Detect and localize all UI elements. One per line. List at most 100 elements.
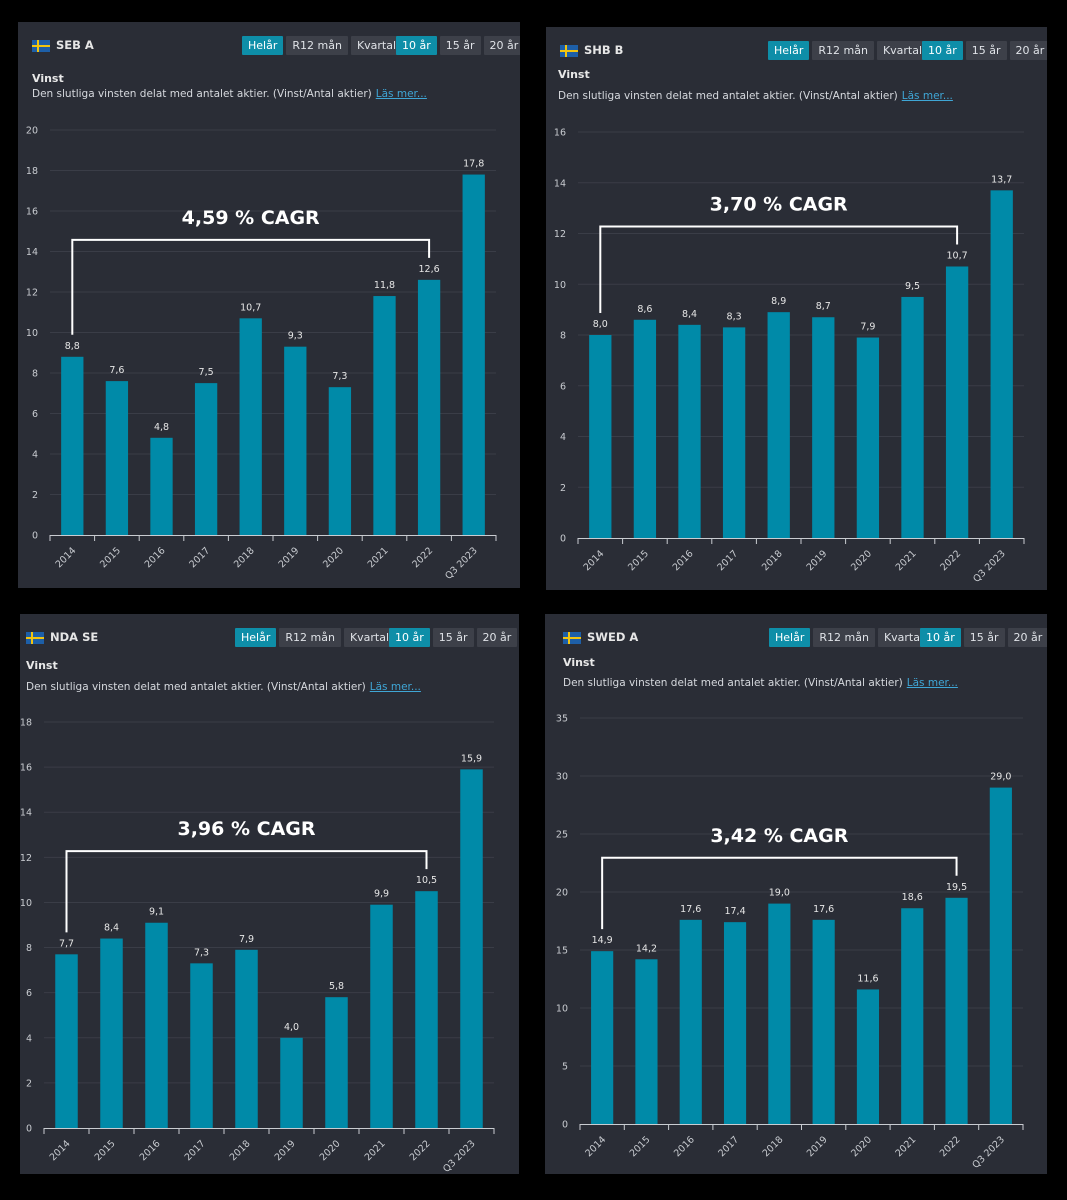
- range-button-20[interactable]: 20 år: [483, 36, 520, 55]
- bar-value-label: 8,8: [65, 341, 80, 352]
- range-button-20[interactable]: 20 år: [476, 628, 518, 647]
- x-tick-label: 2014: [582, 548, 607, 573]
- y-tick-label: 10: [556, 1004, 568, 1015]
- bar-value-label: 29,0: [990, 772, 1011, 783]
- period-button-kvartal[interactable]: Kvartal: [877, 628, 930, 647]
- bar-2022[interactable]: [415, 891, 438, 1128]
- y-tick-label: 0: [562, 1120, 568, 1131]
- period-button-r12[interactable]: R12 mån: [286, 36, 348, 55]
- period-button-helar[interactable]: Helår: [235, 628, 277, 647]
- range-button-10[interactable]: 10 år: [920, 628, 961, 647]
- range-button-20[interactable]: 20 år: [1007, 628, 1047, 647]
- period-button-r12[interactable]: R12 mån: [812, 41, 874, 60]
- range-button-20[interactable]: 20 år: [1009, 41, 1047, 60]
- bar-value-label: 8,3: [727, 311, 742, 322]
- bar-value-label: 18,6: [902, 892, 923, 903]
- x-tick-label: 2016: [143, 545, 168, 570]
- bar-value-label: 19,5: [946, 882, 967, 893]
- bar-2014[interactable]: [591, 951, 614, 1124]
- bar-2016[interactable]: [678, 324, 701, 538]
- bar-2021[interactable]: [373, 296, 396, 535]
- bar-2014[interactable]: [55, 954, 78, 1128]
- bar-2021[interactable]: [901, 296, 924, 538]
- period-button-helar[interactable]: Helår: [769, 628, 811, 647]
- read-more-link[interactable]: Läs mer...: [375, 88, 427, 100]
- cagr-annotation: 3,96 % CAGR: [177, 818, 315, 840]
- bar-2021[interactable]: [901, 908, 924, 1124]
- range-buttons: 10 år 15 år 20 år: [396, 36, 520, 55]
- x-tick-label: 2015: [626, 548, 651, 573]
- chart-panel-seb: SEB A Helår R12 mån Kvartal 10 år 15 år …: [18, 22, 520, 588]
- x-tick-label: 2022: [408, 1138, 433, 1163]
- bar-2019[interactable]: [812, 919, 835, 1124]
- bar-2020[interactable]: [325, 997, 348, 1128]
- range-button-15[interactable]: 15 år: [432, 628, 474, 647]
- bar-2017[interactable]: [194, 383, 218, 535]
- bar-2015[interactable]: [633, 319, 657, 538]
- bar-2022[interactable]: [417, 279, 441, 535]
- period-button-kvartal[interactable]: Kvartal: [876, 41, 929, 60]
- bar-q3-2023[interactable]: [462, 174, 485, 536]
- bar-2019[interactable]: [284, 346, 307, 535]
- bar-2020[interactable]: [856, 337, 880, 538]
- bar-2017[interactable]: [190, 963, 213, 1128]
- range-button-15[interactable]: 15 år: [439, 36, 481, 55]
- bar-q3-2023[interactable]: [990, 190, 1013, 539]
- bar-2017[interactable]: [722, 327, 746, 538]
- period-button-helar[interactable]: Helår: [768, 41, 810, 60]
- bar-value-label: 8,0: [593, 319, 608, 330]
- period-button-r12[interactable]: R12 mån: [813, 628, 875, 647]
- bar-2016[interactable]: [679, 919, 702, 1124]
- bar-value-label: 10,7: [240, 302, 261, 313]
- bar-2020[interactable]: [856, 989, 880, 1124]
- bar-2020[interactable]: [328, 387, 352, 535]
- range-button-10[interactable]: 10 år: [389, 628, 430, 647]
- bar-2022[interactable]: [945, 897, 968, 1124]
- read-more-link[interactable]: Läs mer...: [901, 90, 953, 102]
- range-button-10[interactable]: 10 år: [922, 41, 963, 60]
- bar-2017[interactable]: [723, 922, 747, 1124]
- bar-value-label: 9,5: [905, 281, 920, 292]
- bar-2018[interactable]: [767, 312, 790, 538]
- bar-2016[interactable]: [150, 437, 173, 535]
- read-more-link[interactable]: Läs mer...: [369, 681, 421, 693]
- bar-2018[interactable]: [239, 318, 262, 535]
- x-tick-label: 2020: [321, 545, 346, 570]
- ticker-name: SWED A: [587, 630, 639, 644]
- bar-2019[interactable]: [280, 1037, 303, 1128]
- y-tick-label: 8: [560, 331, 566, 342]
- bar-2015[interactable]: [100, 938, 123, 1128]
- x-tick-label: 2017: [716, 1134, 741, 1159]
- bar-q3-2023[interactable]: [989, 787, 1012, 1124]
- bar-value-label: 17,6: [813, 904, 834, 915]
- bar-2014[interactable]: [589, 335, 612, 538]
- panel-header: SEB A Helår R12 mån Kvartal 10 år 15 år …: [32, 36, 520, 60]
- range-button-10[interactable]: 10 år: [396, 36, 437, 55]
- bar-value-label: 17,6: [680, 904, 701, 915]
- bar-value-label: 8,7: [816, 301, 831, 312]
- range-button-15[interactable]: 15 år: [963, 628, 1005, 647]
- period-button-kvartal[interactable]: Kvartal: [350, 36, 403, 55]
- bar-2014[interactable]: [61, 356, 84, 535]
- range-button-15[interactable]: 15 år: [965, 41, 1007, 60]
- bar-2022[interactable]: [945, 266, 969, 538]
- bar-2018[interactable]: [768, 903, 791, 1124]
- y-tick-label: 14: [554, 178, 566, 189]
- period-buttons: Helår R12 mån Kvartal: [242, 36, 403, 55]
- bar-2015[interactable]: [105, 381, 129, 535]
- y-tick-label: 0: [32, 531, 38, 542]
- x-tick-label: Q3 2023: [970, 1134, 1007, 1171]
- bar-q3-2023[interactable]: [460, 769, 483, 1128]
- period-button-kvartal[interactable]: Kvartal: [343, 628, 396, 647]
- x-tick-label: 2015: [93, 1138, 118, 1163]
- metric-title: Vinst: [558, 68, 590, 81]
- period-button-r12[interactable]: R12 mån: [279, 628, 341, 647]
- period-button-helar[interactable]: Helår: [242, 36, 284, 55]
- bar-2019[interactable]: [812, 317, 835, 538]
- bar-2021[interactable]: [370, 904, 393, 1128]
- bar-2015[interactable]: [635, 959, 658, 1124]
- bar-2018[interactable]: [235, 949, 258, 1128]
- bar-2016[interactable]: [145, 922, 168, 1128]
- bar-value-label: 7,6: [109, 365, 124, 376]
- read-more-link[interactable]: Läs mer...: [906, 677, 958, 689]
